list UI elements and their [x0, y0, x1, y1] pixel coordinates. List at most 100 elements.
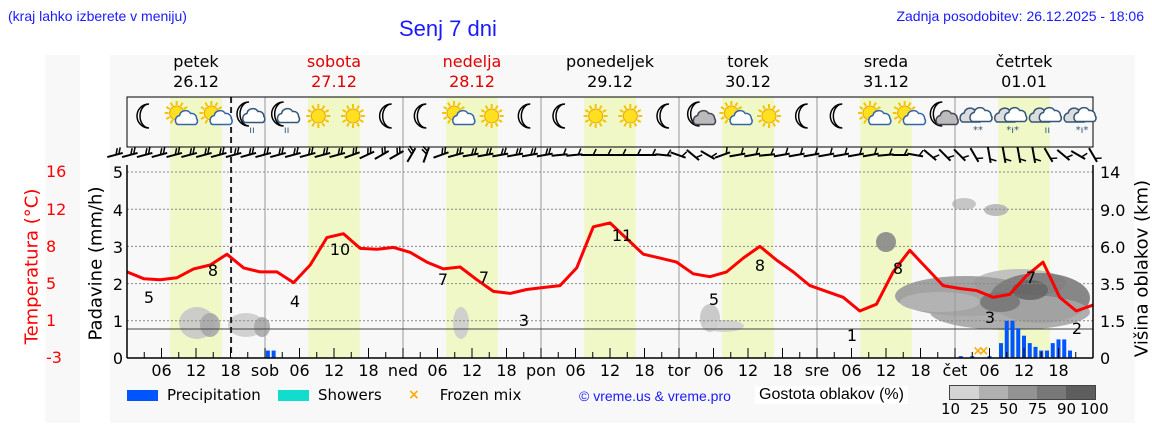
svg-text:3.5: 3.5 [1100, 275, 1125, 294]
svg-text:18: 18 [496, 361, 516, 380]
location-hint: (kraj lahko izberete v meniju) [8, 8, 187, 24]
day-header: ponedeljek 29.12 [541, 52, 679, 92]
cloud-density-tick: 75 [1028, 400, 1048, 418]
x-axis-ticks: 06 12 18 sob 06 12 18 ned 06 12 18 pon 06 12 18 tor 06 12… [143, 348, 1077, 380]
legend-frozen: × Frozen mix [408, 386, 521, 404]
svg-text:8: 8 [893, 259, 903, 278]
svg-text:12: 12 [600, 361, 620, 380]
temperature-line [126, 221, 1094, 313]
precipitation-swatch [127, 389, 158, 401]
svg-text:tor: tor [668, 361, 691, 380]
cloud-density-tick: 90 [1057, 400, 1077, 418]
frozen-mix-label: Frozen mix [439, 386, 522, 404]
day-name: četrtek [995, 52, 1053, 71]
day-name: sobota [306, 52, 362, 71]
svg-text:9.0: 9.0 [1100, 201, 1125, 220]
svg-text:8: 8 [208, 261, 218, 280]
svg-text:06: 06 [565, 361, 585, 380]
svg-text:1: 1 [847, 326, 857, 345]
day-date: 01.01 [1001, 72, 1047, 91]
svg-text:06: 06 [151, 361, 171, 380]
svg-text:10: 10 [330, 240, 350, 259]
svg-text:12: 12 [1014, 361, 1034, 380]
svg-text:5: 5 [709, 290, 719, 309]
svg-text:6.0: 6.0 [1100, 238, 1125, 257]
svg-text:18: 18 [358, 361, 378, 380]
cloud-density-tick: 25 [970, 400, 990, 418]
temp-tick: 8 [46, 237, 57, 256]
legend-precipitation: Precipitation [127, 386, 261, 404]
svg-text:06: 06 [979, 361, 999, 380]
svg-text:11: 11 [612, 226, 632, 245]
svg-text:8: 8 [755, 256, 765, 275]
svg-text:sob: sob [251, 361, 279, 380]
svg-text:×: × [978, 344, 989, 359]
cloud-density-scale [949, 385, 1096, 400]
svg-text:**: ** [973, 125, 983, 136]
frozen-mix-icon: × [408, 387, 420, 403]
svg-text:*ı*: *ı* [1006, 125, 1019, 136]
svg-text:ıı: ıı [249, 125, 255, 136]
day-date: 28.12 [449, 72, 495, 91]
svg-text:×: × [973, 344, 984, 359]
svg-text:7: 7 [1026, 268, 1036, 287]
svg-text:12: 12 [324, 361, 344, 380]
svg-text:18: 18 [772, 361, 792, 380]
svg-text:1: 1 [113, 312, 123, 331]
svg-text:18: 18 [1048, 361, 1068, 380]
svg-text:12: 12 [876, 361, 896, 380]
wind-barbs-row [107, 145, 1102, 164]
svg-text:*ı*: *ı* [1076, 125, 1089, 136]
day-header: četrtek 01.01 [955, 52, 1093, 92]
cloud-density-tick: 10 [941, 400, 961, 418]
svg-text:3: 3 [985, 308, 995, 327]
svg-text:18: 18 [220, 361, 240, 380]
cloud-density-label: Gostota oblakov (%) [755, 386, 908, 404]
day-name: petek [173, 52, 219, 71]
precipitation-bars [265, 320, 1072, 358]
svg-text:čet: čet [943, 361, 968, 380]
day-header: nedelja 28.12 [403, 52, 541, 92]
svg-text:2: 2 [113, 275, 123, 294]
svg-text:5: 5 [144, 288, 154, 307]
temp-tick: 5 [46, 274, 57, 293]
svg-text:3: 3 [519, 311, 529, 330]
svg-text:ıı: ıı [284, 125, 290, 136]
weather-icons-row: ıı ıı ** *ı* ıı *ı* [136, 101, 1097, 136]
day-name: torek [727, 52, 769, 71]
svg-text:7: 7 [479, 268, 489, 287]
day-header: sobota 27.12 [265, 52, 403, 92]
svg-text:2: 2 [1072, 319, 1082, 338]
day-date: 27.12 [311, 72, 357, 91]
svg-text:18: 18 [634, 361, 654, 380]
frozen-mix-markers: ×× [973, 344, 990, 359]
page-title: Senj 7 dni [399, 16, 497, 41]
temp-tick: 1 [46, 311, 57, 330]
day-date: 26.12 [173, 72, 219, 91]
day-date: 31.12 [863, 72, 909, 91]
svg-text:1.5: 1.5 [1100, 312, 1125, 331]
svg-text:18: 18 [910, 361, 930, 380]
svg-text:14: 14 [1100, 163, 1120, 182]
svg-text:12: 12 [462, 361, 482, 380]
day-header: torek 30.12 [679, 52, 817, 92]
daylight-bands [170, 97, 1050, 358]
precipitation-label: Precipitation [167, 386, 261, 404]
credit-link[interactable]: © vreme.us & vreme.pro [579, 388, 731, 404]
svg-text:06: 06 [427, 361, 447, 380]
day-date: 29.12 [587, 72, 633, 91]
svg-text:06: 06 [289, 361, 309, 380]
day-header: petek 26.12 [127, 52, 265, 92]
svg-text:0: 0 [1100, 349, 1110, 368]
cloud-density-layer [179, 198, 1090, 339]
last-updated: Zadnja posodobitev: 26.12.2025 - 18:06 [896, 8, 1144, 24]
day-name: sreda [863, 52, 909, 71]
svg-text:ıı: ıı [1045, 125, 1051, 136]
svg-text:ned: ned [388, 361, 418, 380]
cloud-density-tick: 50 [999, 400, 1019, 418]
svg-text:5: 5 [113, 163, 123, 182]
temp-tick: 12 [46, 200, 67, 219]
cloud-density-tick: 100 [1080, 400, 1109, 418]
